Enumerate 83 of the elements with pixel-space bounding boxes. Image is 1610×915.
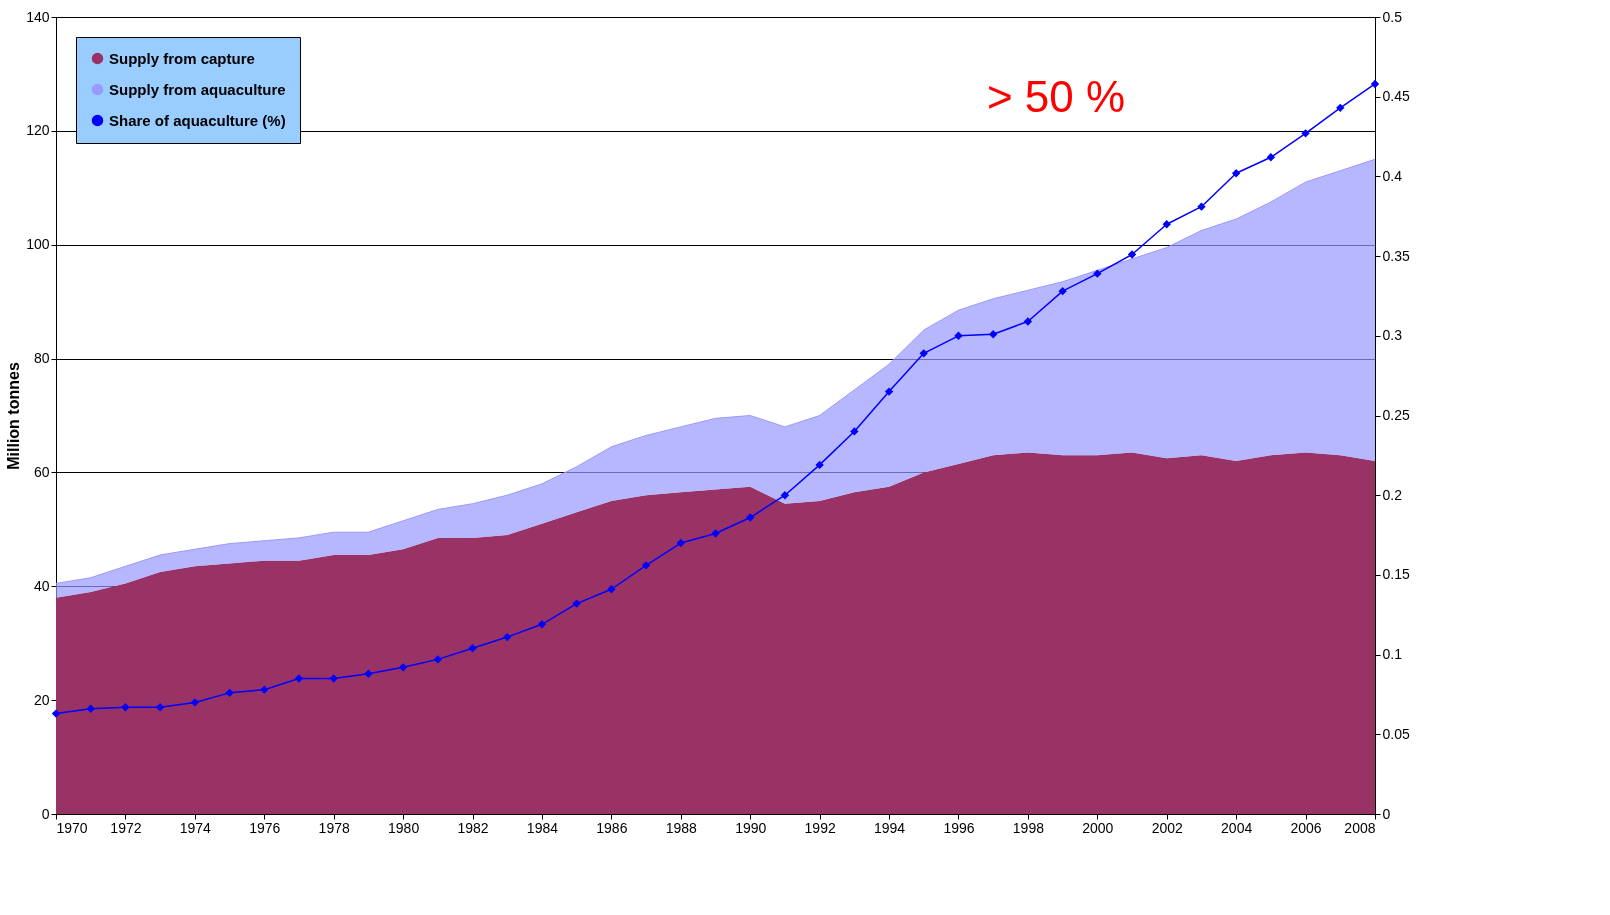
x-tick-label: 1992 (804, 819, 836, 836)
x-tick-label: 1970 (56, 819, 88, 836)
point (919, 349, 928, 358)
x-tick-label: 1998 (1012, 819, 1045, 836)
point (260, 685, 269, 694)
x-tick-label: 1984 (526, 819, 559, 836)
point (121, 703, 130, 712)
y2-tick-label: 0.25 (1382, 407, 1410, 423)
point (780, 491, 790, 500)
point (1336, 103, 1345, 113)
x-tick-label: 2000 (1082, 819, 1114, 836)
point (1127, 250, 1137, 259)
y2-tick-label: 0.05 (1382, 725, 1410, 742)
x-tick-label: 1974 (179, 819, 212, 836)
x-tick-label: 1972 (110, 819, 142, 836)
point (954, 331, 963, 340)
point (537, 620, 547, 629)
y2-tick-label: 0.35 (1382, 247, 1410, 264)
point (1231, 169, 1241, 178)
x-tick-label: 1994 (873, 819, 906, 836)
point (1301, 129, 1310, 138)
x-tick-label: 2006 (1290, 819, 1322, 836)
point (850, 427, 859, 436)
point (398, 663, 408, 672)
point (641, 561, 651, 570)
point (607, 585, 616, 594)
point (572, 599, 581, 608)
point (989, 330, 998, 339)
point (676, 538, 685, 548)
y-axis-title: Million tonnes (5, 362, 23, 470)
y-tick-label: 100 (26, 236, 50, 253)
y2-tick-label: 0.5 (1382, 8, 1403, 25)
y2-tick-label: 0.4 (1382, 167, 1403, 184)
annotation: > 50 % (986, 72, 1126, 121)
point (884, 387, 894, 396)
y-tick-label: 80 (33, 350, 50, 367)
y2-tick-label: 0.2 (1382, 486, 1403, 503)
legend-label: Supply from capture (109, 49, 255, 67)
point (329, 674, 338, 683)
point (1266, 153, 1276, 162)
point (1370, 79, 1380, 89)
x-tick-label: 1988 (665, 819, 698, 836)
x-tick-label: 1982 (457, 819, 489, 836)
legend-label: Share of aquaculture (%) (109, 111, 286, 129)
x-tick-label: 1980 (388, 819, 420, 836)
y-tick-label: 0 (41, 805, 50, 822)
point (503, 632, 512, 642)
y2-tick-label: 0.3 (1382, 327, 1403, 344)
point (746, 513, 755, 522)
x-tick-label: 2004 (1221, 819, 1253, 836)
y2-tick-label: 0.45 (1382, 88, 1410, 105)
point (294, 674, 304, 683)
point (364, 669, 373, 678)
y-tick-label: 140 (26, 8, 50, 25)
y2-tick-label: 0 (1382, 805, 1391, 822)
point (51, 709, 61, 718)
y-tick-label: 40 (33, 577, 50, 594)
y-tick-label: 20 (33, 691, 50, 708)
point (155, 703, 165, 712)
x-tick-label: 1976 (249, 819, 281, 836)
point (86, 704, 95, 713)
legend-label: Supply from aquaculture (109, 80, 286, 98)
y2-tick-label: 0.1 (1382, 646, 1403, 663)
x-tick-label: 2002 (1151, 819, 1184, 836)
y2-tick-label: 0.15 (1382, 566, 1410, 583)
point (433, 655, 442, 664)
y-tick-label: 120 (26, 122, 50, 139)
point (815, 460, 824, 470)
point (1058, 286, 1067, 296)
point (1023, 317, 1033, 326)
point (225, 688, 234, 698)
y-tick-label: 60 (33, 463, 50, 480)
point (1197, 202, 1206, 211)
x-tick-label: 1996 (943, 819, 975, 836)
point (468, 644, 477, 653)
point (1093, 269, 1102, 278)
x-tick-label: 1990 (735, 819, 767, 836)
point (190, 698, 200, 707)
point (1162, 220, 1171, 229)
x-tick-label: 1986 (596, 819, 628, 836)
x-tick-label: 1978 (318, 819, 350, 836)
x-tick-label: 2008 (1344, 819, 1376, 836)
point (711, 529, 720, 538)
